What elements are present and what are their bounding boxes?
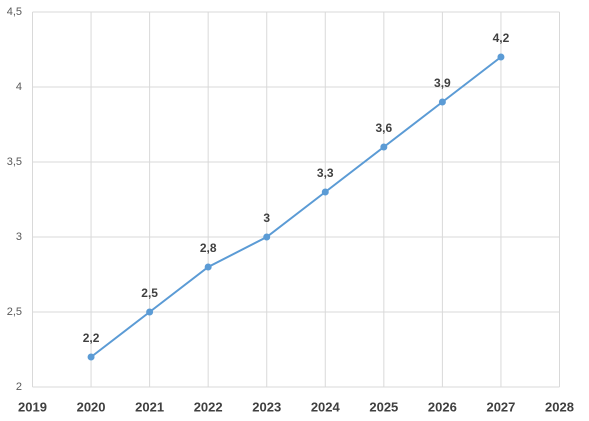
y-tick-label: 4,5: [7, 6, 22, 18]
x-tick-label: 2021: [135, 399, 164, 414]
data-point: [146, 308, 154, 316]
x-tick-label: 2020: [77, 399, 106, 414]
x-tick-label: 2024: [311, 399, 341, 414]
data-point: [87, 353, 95, 361]
data-point: [204, 263, 212, 271]
data-label: 4,2: [493, 31, 510, 45]
x-tick-label: 2028: [545, 399, 574, 414]
data-label: 2,5: [141, 286, 158, 300]
x-tick-label: 2022: [194, 399, 223, 414]
data-label: 3,6: [375, 121, 392, 135]
x-tick-label: 2025: [369, 399, 398, 414]
y-tick-label: 2: [16, 381, 22, 393]
data-label: 2,8: [200, 241, 217, 255]
y-tick-label: 4: [16, 81, 22, 93]
x-tick-label: 2023: [252, 399, 281, 414]
x-tick-label: 2019: [18, 399, 47, 414]
x-tick-label: 2027: [486, 399, 515, 414]
y-tick-label: 3,5: [7, 156, 22, 168]
data-point: [438, 98, 446, 106]
y-tick-label: 2,5: [7, 306, 22, 318]
data-label: 2,2: [83, 331, 100, 345]
data-label: 3,3: [317, 166, 334, 180]
data-point: [263, 233, 271, 241]
x-tick-label: 2026: [428, 399, 457, 414]
data-point: [380, 143, 388, 151]
line-series: [90, 56, 502, 358]
data-label: 3,9: [434, 76, 451, 90]
data-point: [321, 188, 329, 196]
data-point: [497, 53, 505, 61]
y-tick-label: 3: [16, 231, 22, 243]
data-label: 3: [263, 211, 270, 225]
